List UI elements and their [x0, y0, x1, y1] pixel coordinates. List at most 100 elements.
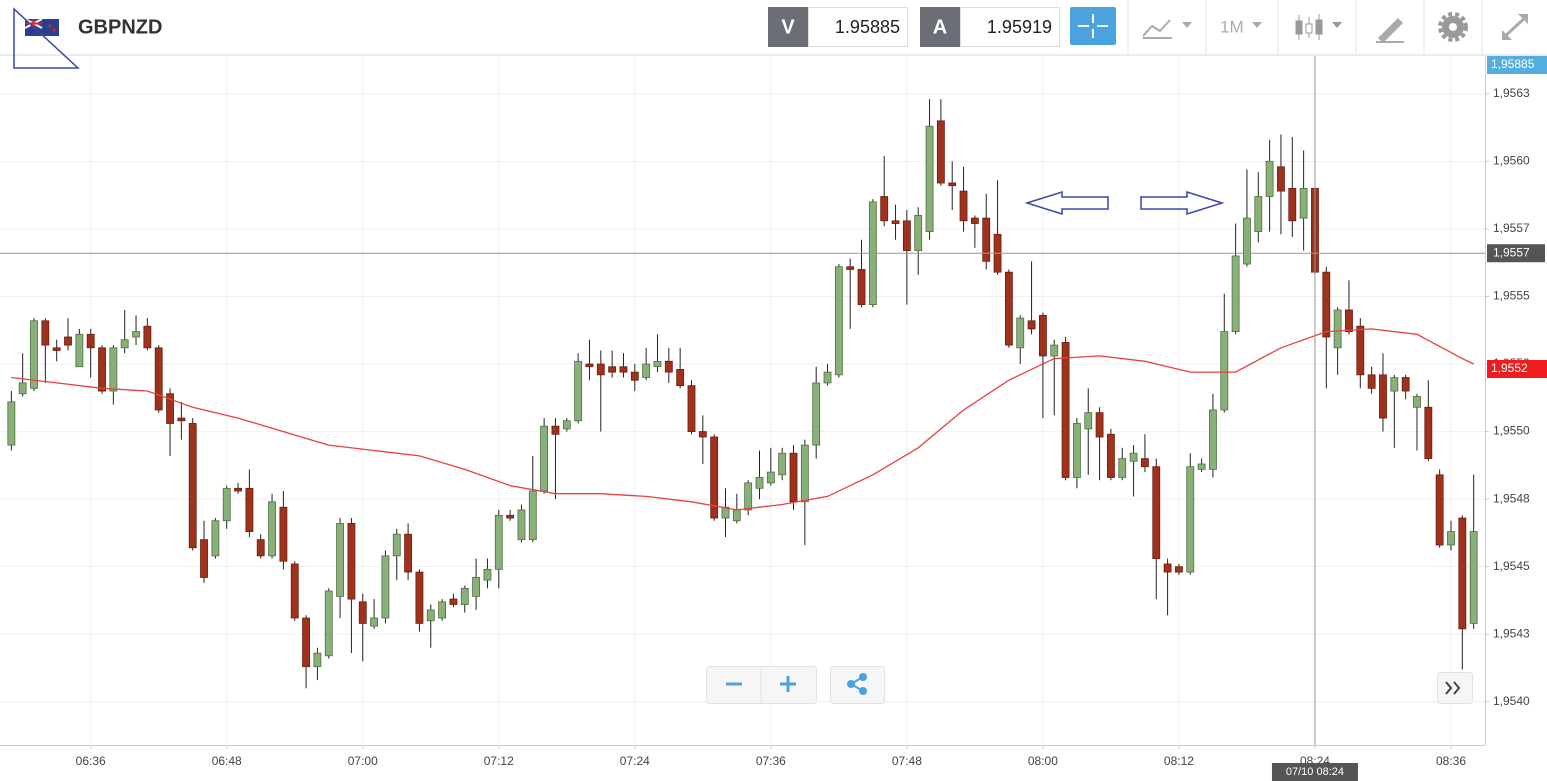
- candle-type-button[interactable]: [1295, 14, 1342, 40]
- candle-body: [1413, 396, 1421, 408]
- candle-body: [687, 385, 696, 432]
- candle-body: [914, 215, 923, 251]
- candle-body: [1345, 309, 1353, 333]
- y-tick-label: 1,9555: [1493, 289, 1530, 303]
- candle-body: [234, 487, 242, 492]
- price-label-box: [1487, 56, 1547, 74]
- candle-body: [1435, 474, 1444, 546]
- candle-body: [381, 555, 390, 619]
- candle-body: [1447, 531, 1455, 546]
- candle-body: [313, 652, 322, 668]
- candle-body: [1038, 314, 1047, 357]
- candle-body: [18, 382, 27, 395]
- flag-icon: [24, 18, 59, 36]
- candle-body: [891, 220, 900, 224]
- candle-body: [936, 120, 945, 184]
- candle-body: [1118, 458, 1127, 478]
- draw-tool-button[interactable]: [1376, 18, 1404, 43]
- candle-body: [846, 266, 855, 270]
- candle-body: [925, 125, 934, 233]
- candle-body: [1050, 344, 1059, 357]
- header: GBPNZD V 1.95885 A 1.95919 1M: [0, 0, 1547, 56]
- candle-body: [1152, 466, 1161, 559]
- candle-body: [120, 339, 129, 349]
- candle-body: [800, 444, 809, 503]
- candle-body: [438, 601, 447, 619]
- timeframe-button[interactable]: 1M: [1220, 17, 1262, 36]
- candle-body: [7, 401, 16, 446]
- moving-average-line: [11, 328, 1474, 511]
- candle-body: [358, 601, 367, 624]
- zoom-in-button[interactable]: [780, 676, 796, 692]
- candle-body: [880, 196, 889, 222]
- candle-body: [404, 533, 413, 573]
- candle-body: [41, 320, 50, 346]
- candle-body: [460, 587, 469, 605]
- bid-box: [808, 7, 908, 47]
- settings-button[interactable]: [1438, 12, 1468, 42]
- crosshair-y-label: 1,9557: [1493, 245, 1530, 259]
- scroll-end-button[interactable]: [1437, 672, 1473, 704]
- fullscreen-button[interactable]: [1501, 14, 1529, 40]
- candle-body: [1027, 320, 1036, 330]
- candle-body: [823, 371, 832, 384]
- candle-body: [98, 347, 106, 392]
- candle-body: [1379, 374, 1387, 419]
- y-tick-label: 1,9557: [1493, 221, 1530, 235]
- candle-body: [755, 477, 764, 489]
- candle-body: [857, 269, 866, 305]
- candle-body: [619, 366, 628, 373]
- symbol: GBPNZD: [78, 16, 162, 38]
- chart-type-button[interactable]: [1142, 19, 1192, 39]
- candle-body: [1299, 187, 1308, 219]
- x-tick-label: 07:36: [756, 754, 786, 768]
- x-tick-label: 08:12: [1164, 754, 1194, 768]
- candle-body: [653, 360, 662, 368]
- candle-body: [75, 333, 84, 368]
- candle-body: [30, 320, 38, 389]
- candle-body: [1186, 466, 1195, 573]
- candle-body: [744, 482, 753, 511]
- candle-body: [1333, 309, 1342, 349]
- candle-body: [245, 487, 254, 532]
- zoom-controls: [706, 666, 1473, 704]
- candle-body: [1095, 412, 1104, 438]
- y-tick-label: 1,9550: [1493, 424, 1530, 438]
- x-tick-label: 07:12: [484, 754, 514, 768]
- candle-body: [948, 182, 957, 187]
- candle-body: [1424, 406, 1433, 459]
- candle-body: [574, 360, 583, 422]
- candle-body: [710, 436, 719, 519]
- candle-body: [1209, 409, 1217, 470]
- share-button[interactable]: [830, 666, 885, 704]
- timeframe[interactable]: 1M: [1220, 17, 1244, 36]
- candle-body: [1061, 342, 1070, 478]
- candle-body: [902, 220, 911, 251]
- candle-body: [506, 514, 515, 519]
- crosshair-button[interactable]: [1070, 7, 1116, 45]
- ask-box: [960, 7, 1060, 47]
- candle-body: [1231, 255, 1240, 332]
- candle-body: [302, 617, 310, 668]
- candle-body: [1322, 271, 1331, 338]
- triangle-drawing: [13, 7, 80, 69]
- candle-body: [279, 506, 288, 562]
- x-tick-label: 08:36: [1436, 754, 1466, 768]
- candle-body: [109, 347, 118, 392]
- candle-body: [347, 523, 356, 600]
- candle-body: [336, 523, 344, 597]
- candle-body: [200, 539, 208, 578]
- candle-body: [1163, 563, 1172, 573]
- candle-body: [778, 452, 787, 476]
- candle-body: [64, 336, 72, 346]
- candle-body: [1072, 423, 1081, 478]
- candle-body: [1197, 463, 1206, 470]
- candle-body: [608, 366, 617, 373]
- bid-label-box: [768, 7, 808, 47]
- candle-body: [1141, 458, 1149, 468]
- bid-label: V: [781, 16, 795, 38]
- candle-body: [959, 190, 968, 222]
- y-tick-label: 1,9560: [1493, 154, 1530, 168]
